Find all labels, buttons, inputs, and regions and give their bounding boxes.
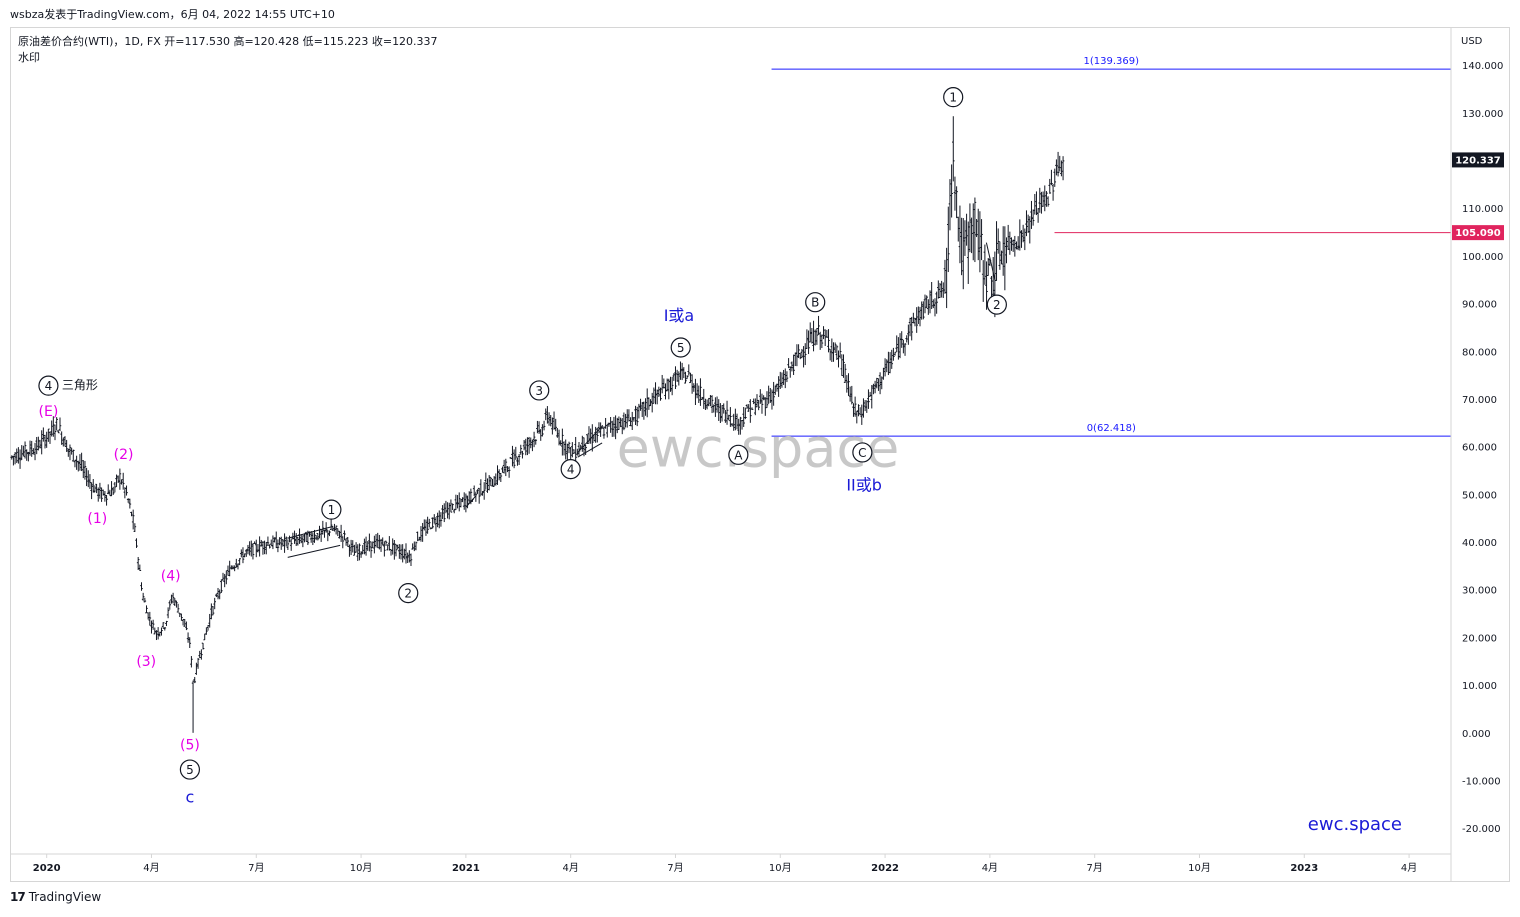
wave-circle [943,87,964,108]
wave-circle [670,337,691,358]
y-tick-label: 130.000 [1462,109,1503,120]
y-tick-label: 50.000 [1462,490,1497,501]
x-tick-label: 4月 [982,862,998,874]
x-tick-label: 4月 [562,862,578,874]
price-line-badge-label: 105.090 [1455,228,1501,239]
x-tick-label: 4月 [1401,862,1417,874]
x-tick-label: 4月 [143,862,159,874]
trend-line [287,544,341,558]
wave-circle [529,380,550,401]
legend-watermark-layer[interactable]: 水印 [18,51,40,64]
fib-label: 1(139.369) [1084,56,1140,67]
wave-circle-label: 5 [186,763,194,777]
x-tick-label: 10月 [1188,862,1211,874]
x-tick-label: 7月 [1086,862,1102,874]
tradingview-brand: TradingView [28,890,102,904]
wave-label: (E) [39,404,59,420]
fib-levels: 1(139.369) 0(62.418) [771,56,1451,437]
publish-info: wsbza发表于TradingView.com，6月 04, 2022 14:5… [10,8,335,21]
y-tick-label: 10.000 [1462,681,1497,692]
y-tick-label: 30.000 [1462,586,1497,597]
wave-label: (1) [87,511,107,527]
wave-circle-label: 4 [567,463,575,477]
wave-circle-label: A [734,448,743,462]
price-axis-ticks: 140.000130.000120.000110.000100.00090.00… [1462,61,1503,835]
wave-label: (5) [180,738,200,754]
wave-circle-label: B [811,296,819,310]
x-tick-label: 10月 [350,862,373,874]
wave-labels: 4 三角形(E) (2) (1) (4) (3) (5) 5 c 1 2 3 4 5 I或a A B C II或b 1… [38,87,1007,807]
y-tick-label: 80.000 [1462,347,1497,358]
candles [10,116,1065,733]
wave-circle [321,499,342,520]
y-tick-label: -10.000 [1462,776,1501,787]
wave-label: (3) [136,654,156,670]
trend-line [577,442,603,458]
y-tick-label: 20.000 [1462,633,1497,644]
wave-label: (2) [114,447,134,463]
y-tick-label: 90.000 [1462,300,1497,311]
trend-line [577,425,603,453]
y-tick-label: 100.000 [1462,252,1503,263]
legend-symbol-ohlc[interactable]: 原油差价合约(WTI)，1D, FX 开=117.530 高=120.428 低… [18,35,438,48]
y-tick-label: 140.000 [1462,61,1503,72]
wave-circle-label: C [858,446,866,460]
y-tick-label: 70.000 [1462,395,1497,406]
wave-circle-label: 1 [328,503,336,517]
y-tick-label: 0.000 [1462,729,1491,740]
wave-circle [38,375,59,396]
wave-circle-label: 2 [993,298,1001,312]
fib-label: 0(62.418) [1087,423,1136,434]
trend-line [985,242,996,281]
x-tick-label: 10月 [769,862,792,874]
wave-circle-label: 2 [404,587,412,601]
trend-lines [287,242,996,558]
tradingview-footer: 17 TradingView [10,890,101,904]
wave-circle-label: 1 [949,91,957,105]
x-tick-label: 2023 [1290,863,1318,874]
trend-line [287,525,334,539]
axes: USD [10,28,1483,881]
time-axis-ticks: 2020 4月 7月 10月 2021 4月 7月 10月 2022 4月 7月 10月 2023 4月 [33,854,1417,874]
y-tick-label: 110.000 [1462,204,1503,215]
wave-circle [805,292,826,313]
wave-circle [398,583,419,604]
x-tick-label: 2020 [33,863,61,874]
wave-label: (4) [161,568,181,584]
watermark-center: ewc.space [617,417,900,480]
wave-circle-label: 5 [677,341,685,355]
wave-label: I或a [664,306,695,325]
y-tick-label: 40.000 [1462,538,1497,549]
chart-legend: 原油差价合约(WTI)，1D, FX 开=117.530 高=120.428 低… [18,34,438,66]
wave-circle-label: 4 [45,379,53,393]
chart-frame [10,27,1510,882]
y-tick-label: 60.000 [1462,443,1497,454]
tradingview-logo-icon: 17 [10,890,26,904]
x-tick-label: 2021 [452,863,480,874]
last-price-badge-bg [1452,152,1504,168]
wave-circle-label: 3 [535,384,543,398]
currency-label: USD [1461,36,1483,47]
last-price-badge-label: 120.337 [1455,155,1501,166]
wave-label: II或b [846,475,882,494]
y-tick-label: -20.000 [1462,824,1501,835]
wave-label: 三角形 [62,378,98,392]
wave-label: c [186,788,195,807]
wave-circle [728,444,749,465]
wave-circle [560,459,581,480]
price-line-badge-bg [1452,225,1504,241]
watermark-corner: ewc.space [1308,814,1402,835]
trend-line [465,495,477,508]
wave-circle [986,294,1007,315]
price-badges: 120.337 105.090 [1452,152,1504,241]
x-tick-label: 2022 [871,863,899,874]
x-tick-label: 7月 [667,862,683,874]
x-tick-label: 7月 [248,862,264,874]
wave-circle [179,759,201,780]
wave-circle [852,442,873,463]
